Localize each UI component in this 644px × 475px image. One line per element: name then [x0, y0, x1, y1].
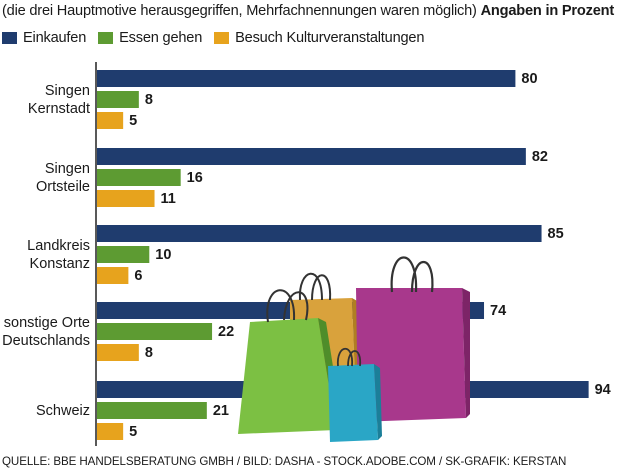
category-label: Landkreis [27, 238, 90, 254]
legend-swatch-einkaufen [2, 32, 17, 44]
category-label: Konstanz [30, 256, 90, 272]
category-label: Ortsteile [36, 179, 90, 195]
legend-item-einkaufen: Einkaufen [2, 30, 86, 46]
data-label: 8 [145, 345, 153, 361]
legend-label-kultur: Besuch Kulturveranstaltungen [235, 30, 425, 46]
bar [97, 344, 139, 361]
unit-note: Angaben in Prozent [480, 3, 615, 19]
teal-bag-icon [328, 347, 382, 442]
legend-label-essen: Essen gehen [119, 30, 203, 46]
category-label: Singen [45, 83, 90, 99]
category-label: Kernstadt [28, 101, 90, 117]
bar [97, 148, 526, 165]
data-label: 82 [532, 149, 548, 165]
data-label: 80 [521, 71, 537, 87]
data-label: 11 [161, 191, 176, 207]
bar [97, 267, 129, 284]
data-label: 22 [218, 324, 234, 340]
bar [97, 91, 139, 108]
data-label: 10 [155, 247, 171, 263]
bar [97, 323, 213, 340]
bar [97, 225, 542, 242]
chart-subtitle: (die drei Hauptmotive herausgegriffen, M… [2, 3, 614, 19]
bar [97, 70, 516, 87]
data-label: 85 [548, 226, 564, 242]
subtitle-text: (die drei Hauptmotive herausgegriffen, M… [2, 3, 477, 19]
category-label: Schweiz [36, 403, 90, 419]
data-label: 74 [490, 303, 506, 319]
bar [97, 169, 181, 186]
legend-label-einkaufen: Einkaufen [23, 30, 87, 46]
bar [97, 402, 207, 419]
legend-swatch-essen [98, 32, 114, 44]
bar [97, 423, 124, 440]
chart-legend: Einkaufen Essen gehen Besuch Kulturveran… [2, 30, 424, 46]
legend-swatch-kultur [214, 32, 230, 44]
bar [97, 112, 124, 129]
legend-item-essen: Essen gehen [98, 30, 202, 46]
shopping-bags-illustration [238, 256, 470, 442]
bar [97, 246, 150, 263]
data-label: 5 [129, 113, 137, 129]
category-label: Deutschlands [2, 333, 90, 349]
data-label: 6 [134, 268, 142, 284]
legend-item-kultur: Besuch Kulturveranstaltungen [214, 30, 424, 46]
category-label: Singen [45, 161, 90, 177]
data-label: 16 [187, 170, 203, 186]
bar [97, 190, 155, 207]
source-credit: QUELLE: BBE HANDELSBERATUNG GMBH / BILD:… [2, 455, 567, 468]
data-label: 94 [595, 382, 611, 398]
data-label: 21 [213, 403, 229, 419]
purple-bag-icon [356, 256, 470, 422]
data-label: 8 [145, 92, 153, 108]
data-label: 5 [129, 424, 137, 440]
category-label: sonstige Orte [4, 315, 90, 331]
